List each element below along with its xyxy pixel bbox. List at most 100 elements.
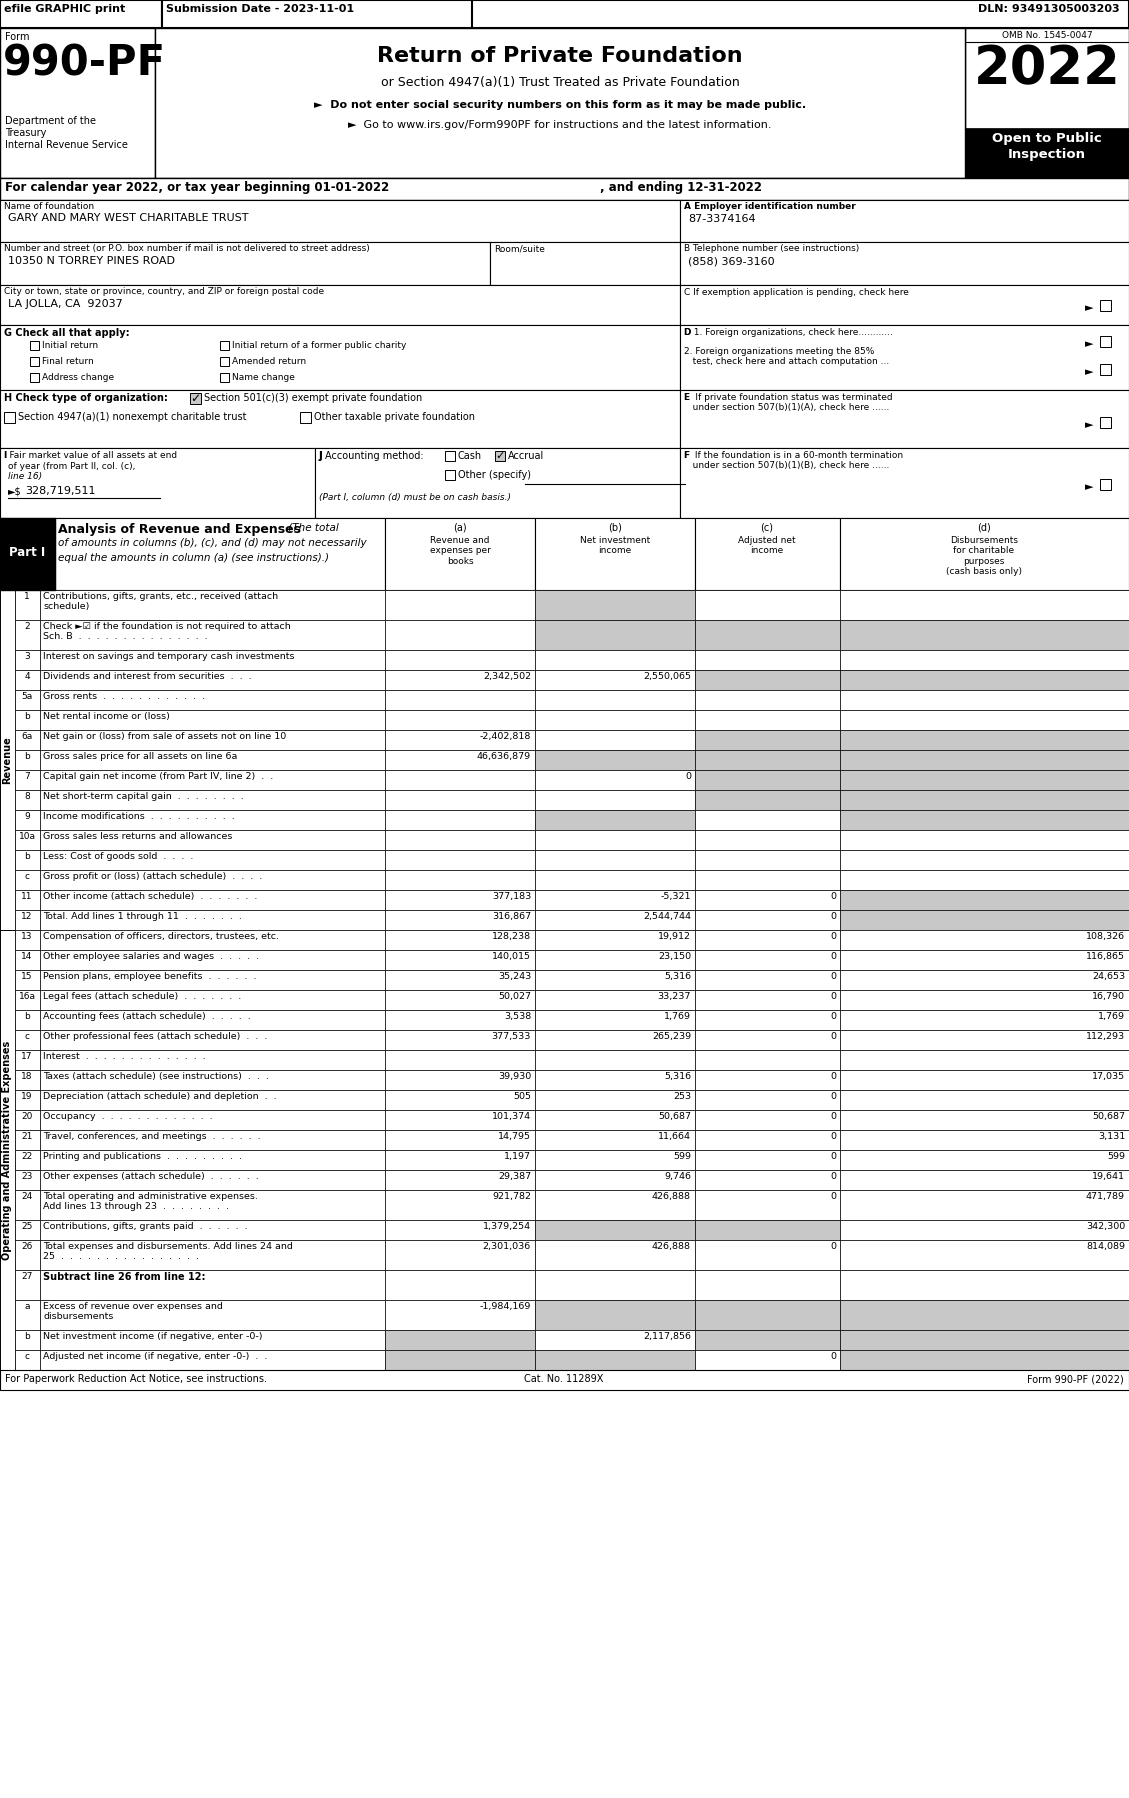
Bar (840, 1109, 1129, 1129)
Bar (535, 1331, 695, 1350)
Text: Contributions, gifts, grants, etc., received (attach
schedule): Contributions, gifts, grants, etc., rece… (43, 592, 278, 611)
Bar (0, 930, 15, 1370)
Bar (535, 1269, 695, 1300)
Bar (385, 1241, 535, 1269)
Bar (385, 1331, 535, 1350)
Bar (15, 671, 40, 690)
Text: 377,183: 377,183 (492, 892, 531, 901)
Text: Cat. No. 11289X: Cat. No. 11289X (524, 1374, 604, 1384)
Text: ►  Do not enter social security numbers on this form as it may be made public.: ► Do not enter social security numbers o… (314, 101, 806, 110)
Bar (40, 1010, 385, 1030)
Bar (15, 1109, 40, 1129)
Bar (840, 671, 1129, 690)
Text: Total. Add lines 1 through 11  .  .  .  .  .  .  .: Total. Add lines 1 through 11 . . . . . … (43, 912, 242, 921)
Bar (40, 1331, 385, 1350)
Text: Revenue and
expenses per
books: Revenue and expenses per books (429, 536, 490, 566)
Text: or Section 4947(a)(1) Trust Treated as Private Foundation: or Section 4947(a)(1) Trust Treated as P… (380, 76, 739, 88)
Bar (695, 1170, 840, 1190)
Text: Net gain or (loss) from sale of assets not on line 10: Net gain or (loss) from sale of assets n… (43, 732, 287, 741)
Text: 11: 11 (21, 892, 33, 901)
Bar (40, 620, 385, 651)
Text: Name change: Name change (231, 372, 295, 381)
Text: (858) 369-3160: (858) 369-3160 (688, 255, 774, 266)
Bar (40, 690, 385, 710)
Bar (40, 1241, 385, 1269)
Bar (840, 969, 1129, 991)
Bar (535, 811, 695, 831)
Text: line 16): line 16) (8, 473, 42, 482)
Bar (840, 870, 1129, 890)
Bar (220, 358, 229, 367)
Text: 2: 2 (24, 622, 29, 631)
Bar (40, 770, 385, 789)
Bar (385, 1010, 535, 1030)
Bar (15, 910, 40, 930)
Bar (840, 1010, 1129, 1030)
Bar (695, 1331, 840, 1350)
Bar (965, 128, 1129, 178)
Bar (695, 690, 840, 710)
Bar (15, 890, 40, 910)
Bar (840, 1170, 1129, 1190)
Text: 116,865: 116,865 (1086, 951, 1124, 960)
Bar (385, 850, 535, 870)
Text: Part I: Part I (9, 547, 45, 559)
Text: 13: 13 (21, 931, 33, 940)
Text: 112,293: 112,293 (1086, 1032, 1124, 1041)
Bar (15, 850, 40, 870)
Text: 599: 599 (673, 1153, 691, 1162)
Bar (840, 1300, 1129, 1331)
Bar (535, 969, 695, 991)
Text: Operating and Administrative Expenses: Operating and Administrative Expenses (2, 1041, 12, 1260)
Text: (b): (b) (609, 523, 622, 532)
Bar (40, 991, 385, 1010)
Bar (385, 811, 535, 831)
Text: Return of Private Foundation: Return of Private Foundation (377, 47, 743, 67)
Text: Income modifications  .  .  .  .  .  .  .  .  .  .: Income modifications . . . . . . . . . . (43, 813, 235, 822)
Bar (840, 710, 1129, 730)
Text: Gross rents  .  .  .  .  .  .  .  .  .  .  .  .: Gross rents . . . . . . . . . . . . (43, 692, 205, 701)
Bar (40, 1221, 385, 1241)
Bar (840, 789, 1129, 811)
Bar (15, 1090, 40, 1109)
Bar (15, 870, 40, 890)
Text: 23: 23 (21, 1172, 33, 1181)
Bar (385, 991, 535, 1010)
Text: 2022: 2022 (973, 43, 1120, 95)
Bar (0, 29, 1129, 178)
Text: Section 4947(a)(1) nonexempt charitable trust: Section 4947(a)(1) nonexempt charitable … (18, 412, 246, 423)
Text: Occupancy  .  .  .  .  .  .  .  .  .  .  .  .  .: Occupancy . . . . . . . . . . . . . (43, 1111, 212, 1120)
Text: Form 990-PF (2022): Form 990-PF (2022) (1027, 1374, 1124, 1384)
Text: 265,239: 265,239 (651, 1032, 691, 1041)
Text: 342,300: 342,300 (1086, 1223, 1124, 1232)
Bar (385, 651, 535, 671)
Bar (40, 930, 385, 949)
Text: 0: 0 (830, 892, 835, 901)
Bar (695, 1129, 840, 1151)
Text: Compensation of officers, directors, trustees, etc.: Compensation of officers, directors, tru… (43, 931, 279, 940)
Bar (40, 969, 385, 991)
Bar (535, 870, 695, 890)
Text: G Check all that apply:: G Check all that apply: (5, 327, 130, 338)
Bar (695, 890, 840, 910)
Bar (15, 949, 40, 969)
Text: C If exemption application is pending, check here: C If exemption application is pending, c… (684, 288, 909, 297)
Text: ►: ► (1085, 482, 1094, 493)
Bar (30, 342, 40, 351)
Bar (840, 690, 1129, 710)
Bar (5, 412, 15, 423)
Bar (840, 930, 1129, 949)
Bar (535, 750, 695, 770)
Bar (695, 991, 840, 1010)
Text: 1,769: 1,769 (1099, 1012, 1124, 1021)
Bar (535, 1241, 695, 1269)
Bar (840, 518, 1129, 590)
Bar (535, 590, 695, 620)
Bar (695, 1190, 840, 1221)
Bar (535, 890, 695, 910)
Bar (695, 910, 840, 930)
Bar (15, 750, 40, 770)
Bar (535, 710, 695, 730)
Text: 26: 26 (21, 1242, 33, 1251)
Bar (15, 651, 40, 671)
